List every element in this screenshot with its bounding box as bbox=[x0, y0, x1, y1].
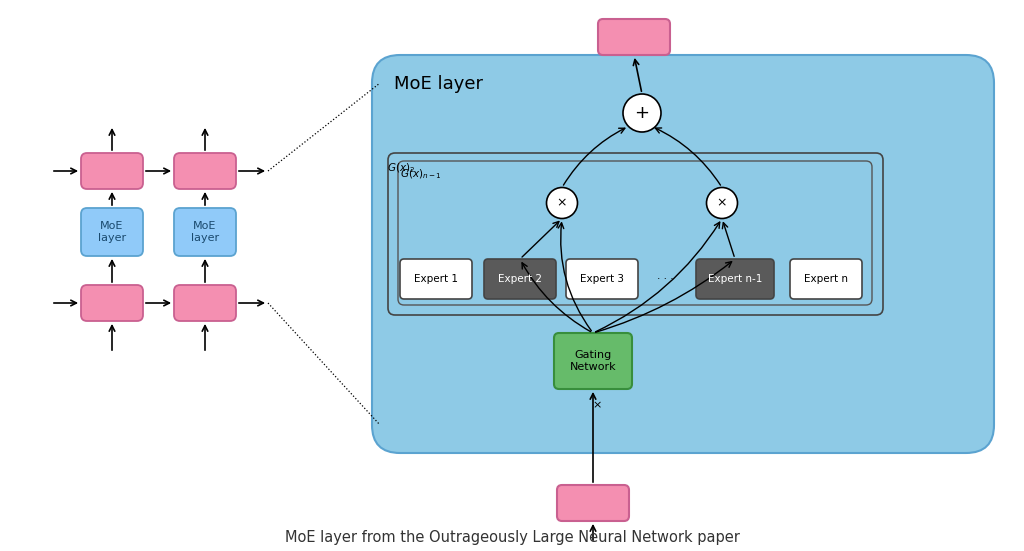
Text: Expert n-1: Expert n-1 bbox=[708, 274, 762, 284]
Text: MoE layer from the Outrageously Large Neural Network paper: MoE layer from the Outrageously Large Ne… bbox=[285, 530, 739, 545]
FancyBboxPatch shape bbox=[81, 153, 143, 189]
FancyBboxPatch shape bbox=[554, 333, 632, 389]
Text: $G(x)_2$: $G(x)_2$ bbox=[387, 161, 415, 175]
FancyBboxPatch shape bbox=[174, 208, 236, 256]
Text: ×: × bbox=[557, 197, 567, 209]
FancyBboxPatch shape bbox=[696, 259, 774, 299]
Text: MoE layer: MoE layer bbox=[394, 75, 483, 93]
FancyBboxPatch shape bbox=[174, 285, 236, 321]
Text: ×: × bbox=[717, 197, 727, 209]
Text: ×: × bbox=[592, 400, 602, 410]
Text: MoE
layer: MoE layer bbox=[98, 221, 126, 243]
FancyBboxPatch shape bbox=[174, 153, 236, 189]
FancyBboxPatch shape bbox=[598, 19, 670, 55]
Text: +: + bbox=[635, 104, 649, 122]
Text: Expert 1: Expert 1 bbox=[414, 274, 458, 284]
FancyBboxPatch shape bbox=[484, 259, 556, 299]
Circle shape bbox=[547, 187, 578, 219]
FancyBboxPatch shape bbox=[400, 259, 472, 299]
Text: $G(x)_{n-1}$: $G(x)_{n-1}$ bbox=[400, 167, 442, 181]
FancyBboxPatch shape bbox=[790, 259, 862, 299]
Text: · · ·: · · · bbox=[656, 274, 674, 284]
Text: Expert 2: Expert 2 bbox=[498, 274, 542, 284]
Text: MoE
layer: MoE layer bbox=[190, 221, 219, 243]
Circle shape bbox=[707, 187, 737, 219]
Text: Expert n: Expert n bbox=[804, 274, 848, 284]
Circle shape bbox=[623, 94, 662, 132]
FancyBboxPatch shape bbox=[557, 485, 629, 521]
Text: Gating
Network: Gating Network bbox=[569, 350, 616, 372]
FancyBboxPatch shape bbox=[81, 285, 143, 321]
FancyBboxPatch shape bbox=[566, 259, 638, 299]
FancyBboxPatch shape bbox=[372, 55, 994, 453]
Text: Expert 3: Expert 3 bbox=[580, 274, 624, 284]
FancyBboxPatch shape bbox=[81, 208, 143, 256]
